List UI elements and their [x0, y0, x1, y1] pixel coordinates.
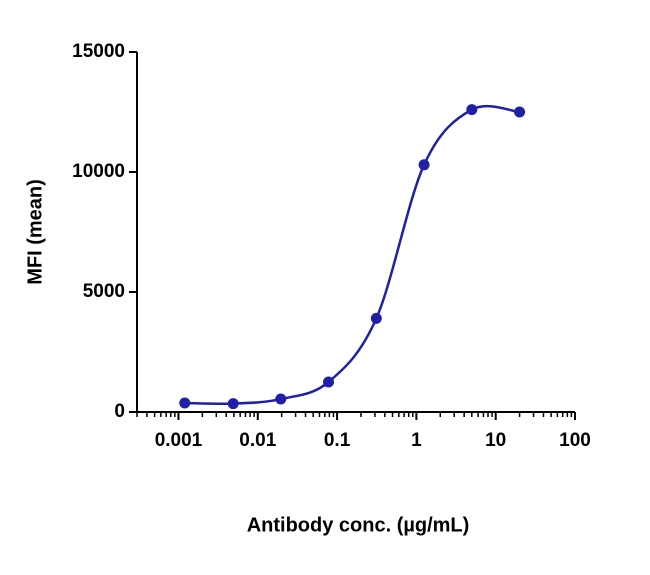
x-axis-title: Antibody conc. (µg/mL) [247, 514, 470, 536]
y-axis-title: MFI (mean) [24, 179, 46, 285]
x-tick-label: 0.01 [239, 430, 276, 451]
data-point [370, 312, 382, 324]
x-tick-label: 0.001 [155, 430, 203, 451]
y-tick-label: 15000 [72, 41, 125, 62]
y-tick-label: 5000 [83, 281, 125, 302]
data-point [275, 393, 287, 405]
x-tick-label: 1 [411, 430, 422, 451]
y-tick-label: 0 [114, 401, 125, 422]
x-tick-label: 100 [559, 430, 591, 451]
data-point [179, 397, 191, 409]
fit-curve [184, 104, 520, 406]
y-tick-label: 10000 [72, 161, 125, 182]
data-point [466, 104, 478, 116]
x-tick-label: 10 [485, 430, 506, 451]
data-point [514, 106, 526, 118]
data-point [227, 398, 239, 410]
data-point [418, 159, 430, 171]
data-point [323, 376, 335, 388]
x-tick-label: 0.1 [324, 430, 351, 451]
